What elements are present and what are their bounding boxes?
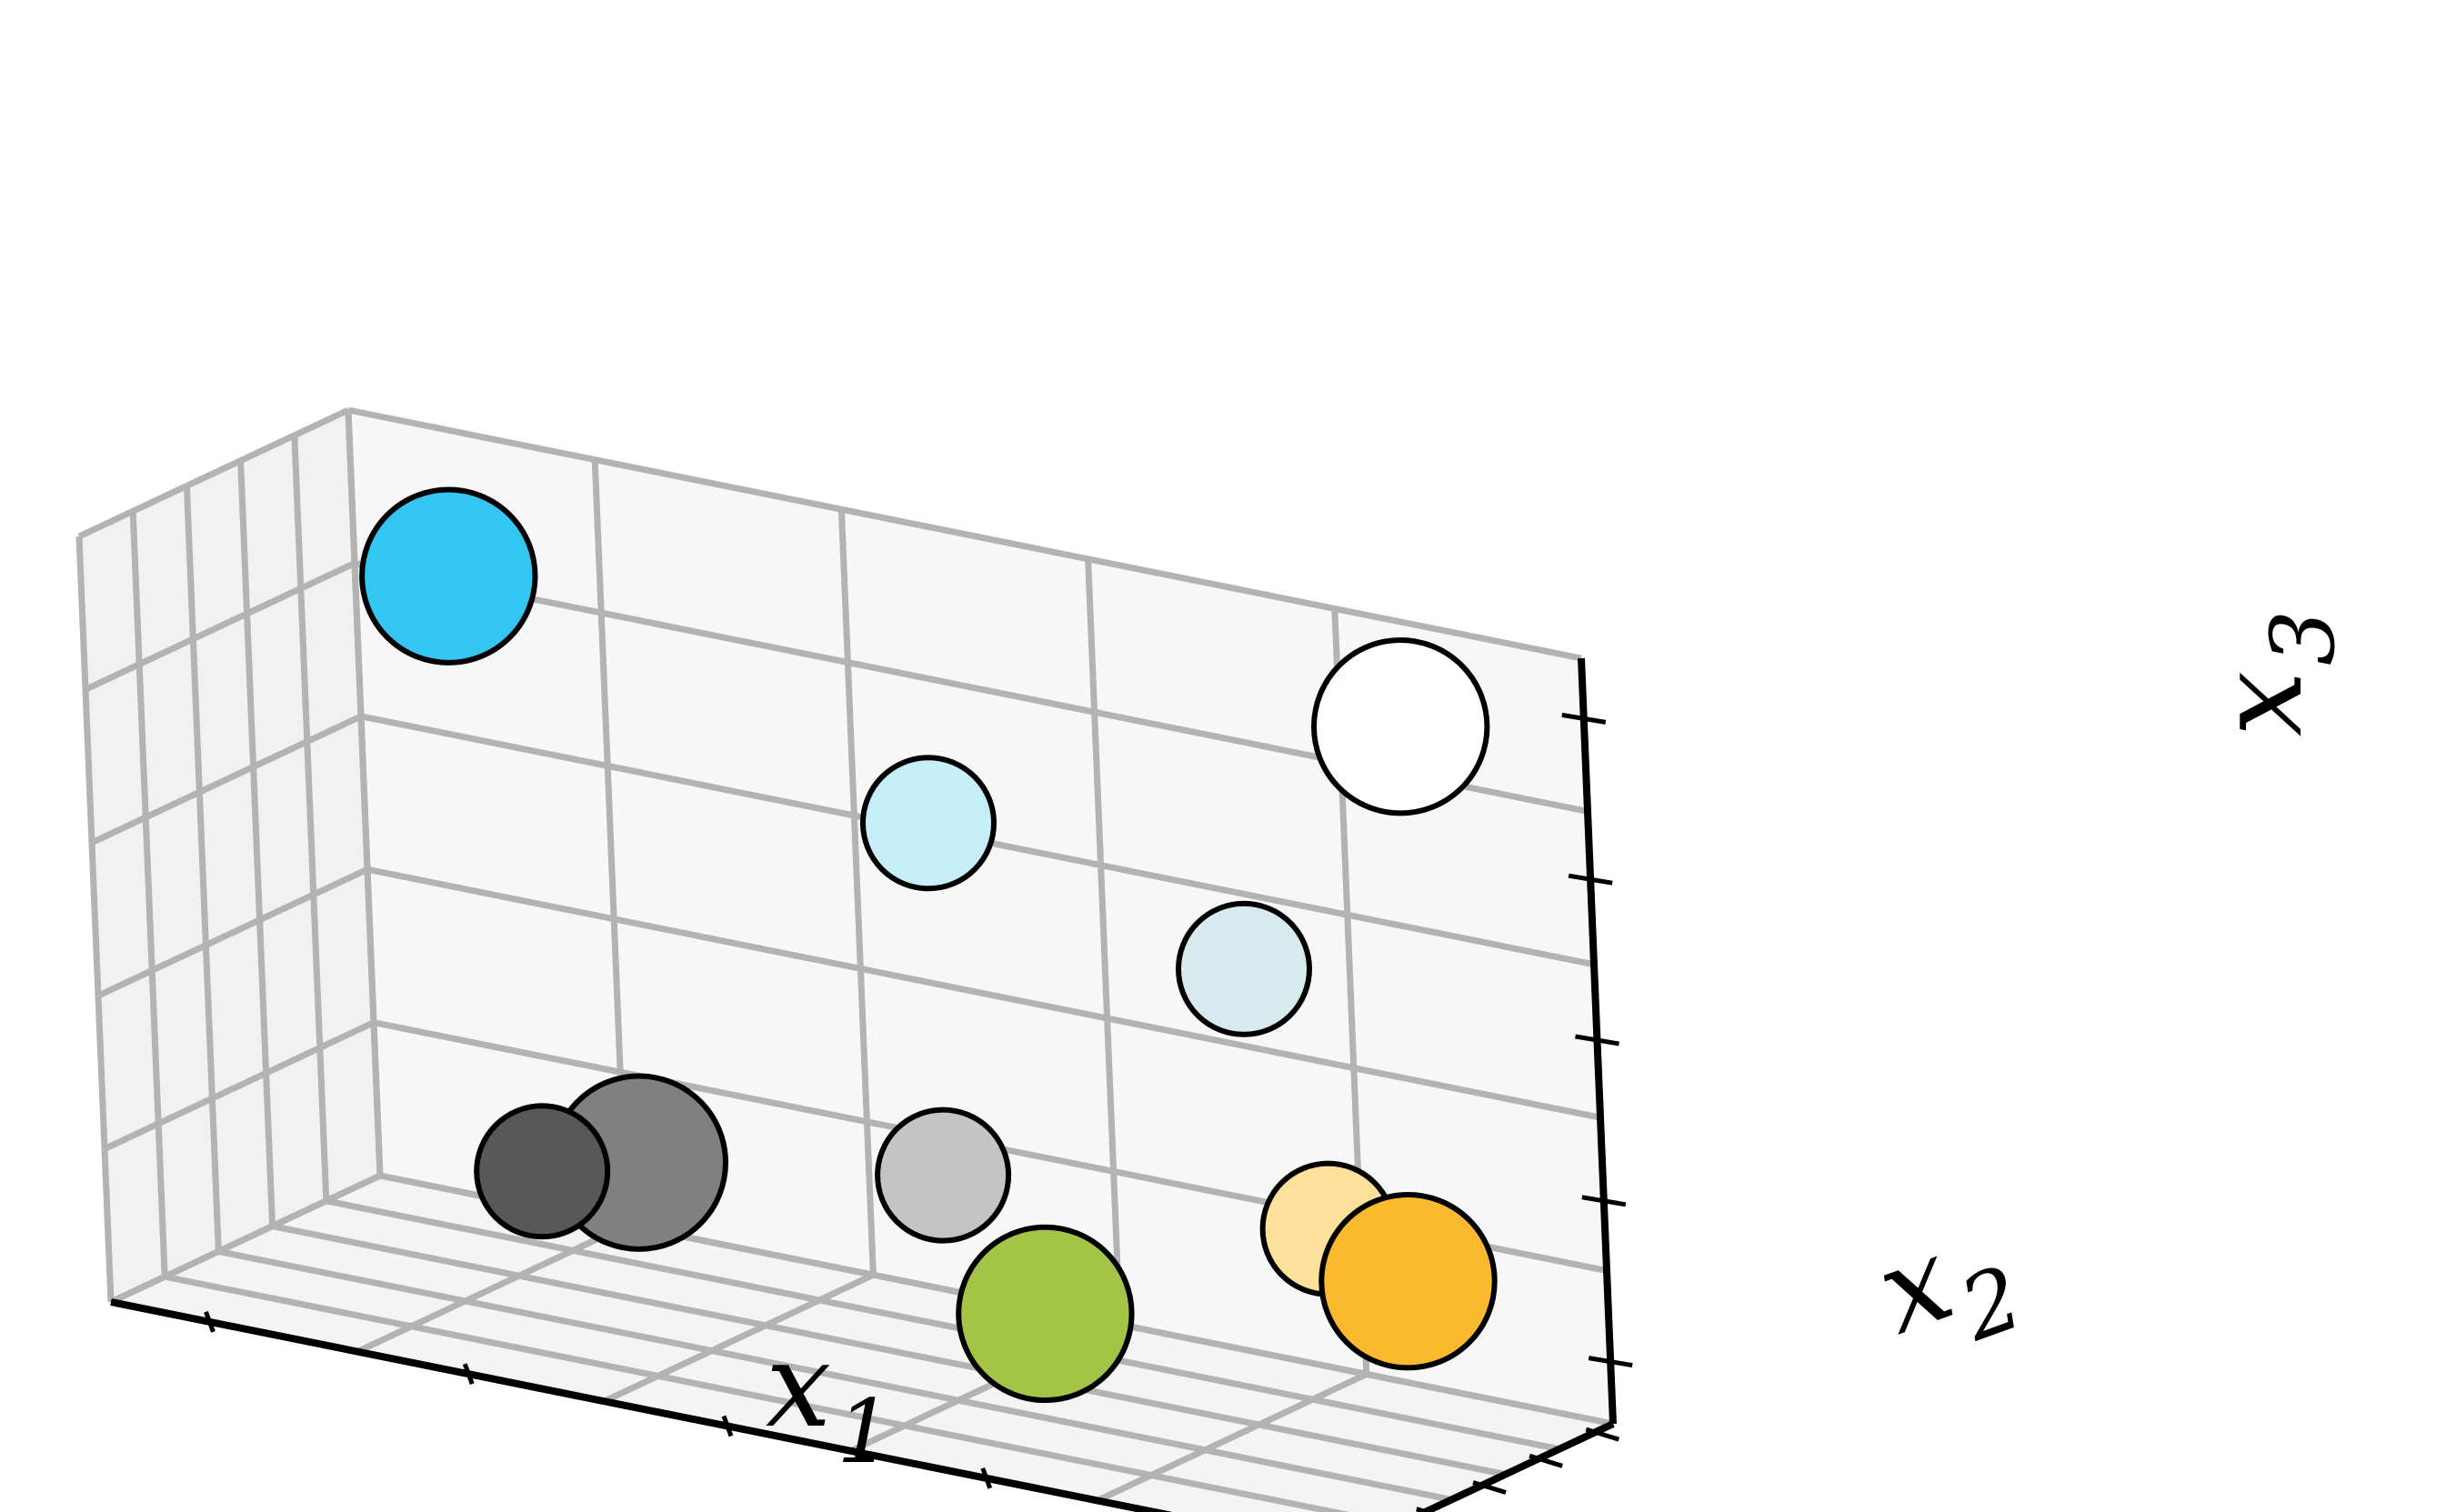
data-point: [958, 1227, 1131, 1400]
data-point: [1321, 1195, 1494, 1367]
x2-axis-label: x2: [1861, 1190, 2035, 1385]
data-point: [476, 1106, 607, 1237]
data-point: [877, 1110, 1008, 1241]
data-point: [863, 757, 994, 888]
x3-axis-label: x3: [2193, 610, 2354, 736]
data-point: [1178, 904, 1309, 1035]
data-point: [1314, 640, 1487, 813]
pane-x2-x3: [79, 410, 380, 1302]
data-point: [362, 490, 535, 663]
